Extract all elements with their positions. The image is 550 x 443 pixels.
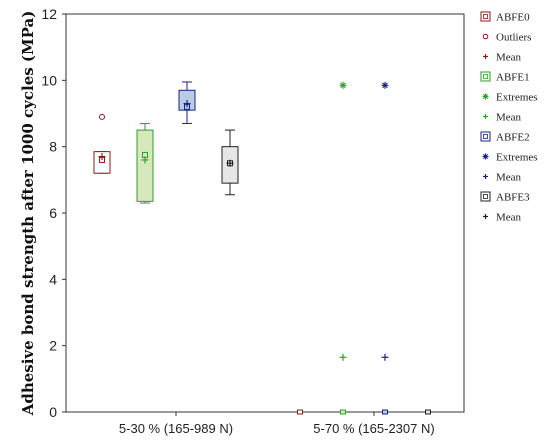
legend-plus-symbol [483, 54, 488, 59]
legend-item-extremes: Extremes [482, 92, 538, 104]
box-collapsed [297, 409, 303, 415]
legend-label: ABFE0 [496, 12, 530, 24]
legend-label: Extremes [496, 152, 538, 164]
legend-plus-symbol [483, 214, 488, 219]
legend-box-symbol [480, 71, 491, 82]
legend-star-symbol [482, 153, 489, 160]
box-abfe1 [339, 81, 347, 415]
box-iqr [136, 129, 154, 202]
legend-label: Mean [496, 52, 522, 64]
box-abfe1 [136, 122, 154, 204]
mean-marker [98, 153, 106, 161]
legend-item-abfe0: ABFE0 [480, 11, 530, 24]
box-abfe3 [221, 129, 239, 196]
mean-marker [226, 159, 234, 167]
legend-circle-symbol [482, 33, 489, 40]
y-tick-label: 8 [49, 139, 57, 155]
mean-marker [381, 353, 389, 361]
legend-plus-symbol [483, 114, 488, 119]
mean-marker [141, 156, 149, 164]
extreme-point [381, 81, 389, 89]
legend-item-mean: Mean [483, 212, 522, 224]
legend-label: ABFE2 [496, 132, 530, 144]
legend-item-extremes: Extremes [482, 152, 538, 164]
box-abfe3 [425, 409, 431, 415]
legend-item-outliers: Outliers [482, 32, 531, 44]
legend-box-inner [483, 134, 488, 139]
x-tick-label: 5-30 % (165-989 N) [119, 421, 233, 436]
box-abfe2 [178, 81, 196, 124]
legend-label: Mean [496, 172, 522, 184]
box-collapsed [425, 409, 431, 415]
legend-box-inner [483, 14, 488, 19]
mean-marker [339, 353, 347, 361]
box-collapsed [340, 409, 346, 415]
legend-label: ABFE3 [496, 192, 530, 204]
legend-label: Mean [496, 112, 522, 124]
legend: ABFE0 Outliers Mean ABFE1 Extremes Mean ABFE2 E… [480, 11, 538, 224]
legend-box-inner [483, 74, 488, 79]
y-tick-label: 2 [49, 338, 57, 354]
box-abfe2 [381, 81, 389, 415]
legend-item-mean: Mean [483, 52, 522, 64]
box-abfe0 [297, 409, 303, 415]
y-tick-label: 10 [41, 72, 57, 88]
box-abfe0 [93, 113, 111, 174]
box-collapsed [382, 409, 388, 415]
legend-item-abfe1: ABFE1 [480, 71, 530, 84]
legend-box-symbol [480, 11, 491, 22]
plot-area: 0 2 4 6 8 10 12 5-30 % (165-989 N) 5-70 % (165-2… [41, 6, 465, 436]
legend-plus-symbol [483, 174, 488, 179]
legend-label: Outliers [496, 32, 531, 44]
legend-box-symbol [480, 131, 491, 142]
legend-item-abfe3: ABFE3 [480, 191, 530, 204]
y-tick-label: 12 [41, 6, 57, 22]
legend-label: Mean [496, 212, 522, 224]
legend-label: Extremes [496, 92, 538, 104]
outlier-point [99, 113, 105, 120]
y-tick-label: 6 [49, 205, 57, 221]
legend-item-abfe2: ABFE2 [480, 131, 530, 144]
x-tick-label: 5-70 % (165-2307 N) [313, 421, 434, 436]
mean-marker [183, 100, 191, 108]
legend-star-symbol [482, 93, 489, 100]
y-tick-label: 4 [49, 271, 57, 287]
legend-box-symbol [480, 191, 491, 202]
legend-item-mean: Mean [483, 112, 522, 124]
y-axis-title: Adhesive bond strength after 1000 cycles… [19, 11, 37, 417]
legend-item-mean: Mean [483, 172, 522, 184]
y-tick-label: 0 [49, 404, 57, 420]
extreme-point [339, 81, 347, 89]
legend-label: ABFE1 [496, 72, 530, 84]
legend-box-inner [483, 194, 488, 199]
